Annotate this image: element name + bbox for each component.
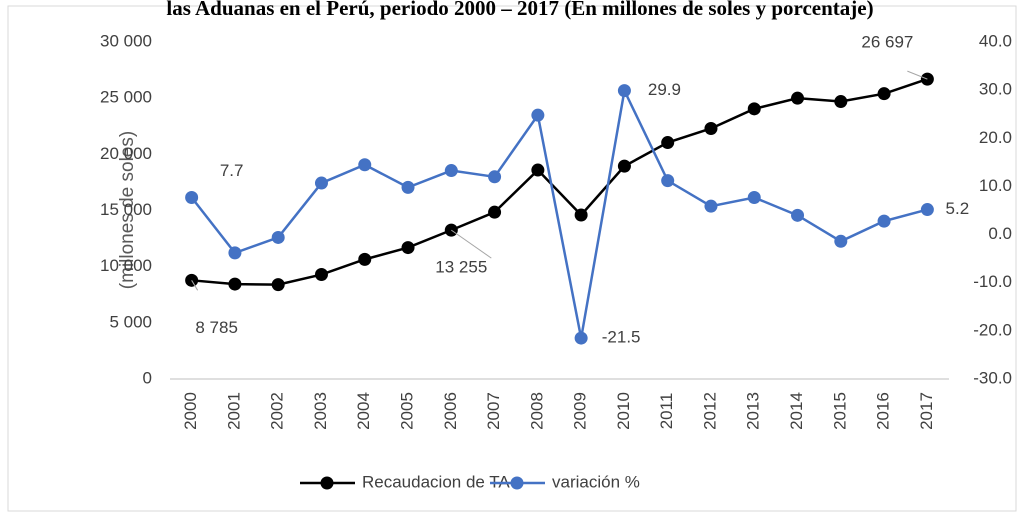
x-tick-label: 2010 bbox=[614, 392, 633, 430]
x-tick-label: 2014 bbox=[787, 392, 806, 430]
y2-tick-label: 10.0 bbox=[979, 176, 1012, 195]
data-label: 26 697 bbox=[861, 33, 913, 52]
data-label: 5.2 bbox=[946, 199, 970, 218]
x-tick-label: 2009 bbox=[571, 392, 590, 430]
series-line bbox=[190, 86, 928, 339]
data-point bbox=[314, 268, 328, 282]
y-tick-label: 20 000 bbox=[100, 144, 152, 163]
chart-title: las Aduanas en el Perú, periodo 2000 – 2… bbox=[166, 0, 873, 20]
y-tick-label: 0 bbox=[143, 368, 152, 387]
leader-line bbox=[907, 70, 928, 80]
x-tick-label: 2005 bbox=[398, 392, 417, 430]
chart-frame bbox=[7, 5, 1017, 512]
data-point bbox=[920, 203, 934, 217]
y2-tick-label: 30.0 bbox=[979, 80, 1012, 99]
data-point bbox=[358, 252, 372, 266]
data-point bbox=[531, 163, 545, 177]
y-axis-title: (millones de soles) bbox=[117, 131, 138, 289]
data-label: 8 785 bbox=[195, 318, 238, 337]
data-point bbox=[185, 191, 199, 205]
data-point bbox=[617, 159, 631, 173]
data-point bbox=[704, 199, 718, 213]
data-label: 7.7 bbox=[220, 161, 244, 180]
x-tick-label: 2017 bbox=[917, 392, 936, 430]
legend-marker bbox=[320, 476, 334, 490]
data-point bbox=[661, 174, 675, 188]
y-tick-label: 10 000 bbox=[100, 256, 152, 275]
x-tick-label: 2007 bbox=[484, 392, 503, 430]
leader-line bbox=[451, 229, 492, 259]
data-point bbox=[228, 277, 242, 291]
data-point bbox=[488, 170, 502, 184]
x-tick-label: 2012 bbox=[700, 392, 719, 430]
y-tick-label: 15 000 bbox=[100, 200, 152, 219]
data-label: 13 255 bbox=[435, 258, 487, 277]
data-point bbox=[747, 191, 761, 205]
data-point bbox=[271, 278, 285, 292]
x-tick-label: 2001 bbox=[224, 392, 243, 430]
y2-tick-label: 40.0 bbox=[979, 31, 1012, 50]
data-point bbox=[574, 208, 588, 222]
y2-tick-label: 20.0 bbox=[979, 128, 1012, 147]
data-point bbox=[791, 91, 805, 105]
data-point bbox=[358, 158, 372, 172]
y-tick-label: 5 000 bbox=[109, 312, 152, 331]
x-tick-label: 2003 bbox=[311, 392, 330, 430]
data-point bbox=[444, 164, 458, 178]
legend-label: Recaudacion de TA bbox=[362, 472, 510, 491]
x-tick-label: 2016 bbox=[874, 392, 893, 430]
data-point bbox=[531, 108, 545, 122]
y2-tick-label: -30.0 bbox=[973, 368, 1012, 387]
x-tick-label: 2008 bbox=[527, 392, 546, 430]
data-point bbox=[574, 331, 588, 345]
x-tick-label: 2004 bbox=[354, 392, 373, 430]
leader-line bbox=[191, 280, 199, 291]
series-line bbox=[191, 77, 928, 286]
data-point bbox=[661, 136, 675, 150]
data-point bbox=[314, 176, 328, 190]
data-point bbox=[834, 95, 848, 109]
data-point bbox=[834, 234, 848, 248]
data-point bbox=[228, 246, 242, 260]
data-label: -21.5 bbox=[602, 328, 641, 347]
y2-tick-label: -20.0 bbox=[973, 320, 1012, 339]
x-tick-label: 2015 bbox=[830, 392, 849, 430]
x-tick-label: 2002 bbox=[268, 392, 287, 430]
legend-marker bbox=[510, 476, 524, 490]
y2-tick-label: 0.0 bbox=[988, 224, 1012, 243]
data-point bbox=[747, 102, 761, 116]
x-tick-label: 2011 bbox=[657, 393, 676, 430]
data-point bbox=[877, 87, 891, 101]
data-point bbox=[401, 241, 415, 255]
data-point bbox=[877, 214, 891, 228]
data-point bbox=[401, 180, 415, 194]
data-point bbox=[791, 208, 805, 222]
x-tick-label: 2013 bbox=[744, 392, 763, 430]
data-point bbox=[617, 84, 631, 98]
y-tick-label: 25 000 bbox=[100, 88, 152, 107]
data-point bbox=[488, 205, 502, 219]
data-point bbox=[271, 230, 285, 244]
data-point bbox=[704, 121, 718, 135]
y-tick-label: 30 000 bbox=[100, 31, 152, 50]
data-label: 29.9 bbox=[648, 80, 681, 99]
legend-label: variación % bbox=[552, 472, 640, 491]
x-tick-label: 2006 bbox=[441, 392, 460, 430]
y2-tick-label: -10.0 bbox=[973, 272, 1012, 291]
x-tick-label: 2000 bbox=[181, 392, 200, 430]
